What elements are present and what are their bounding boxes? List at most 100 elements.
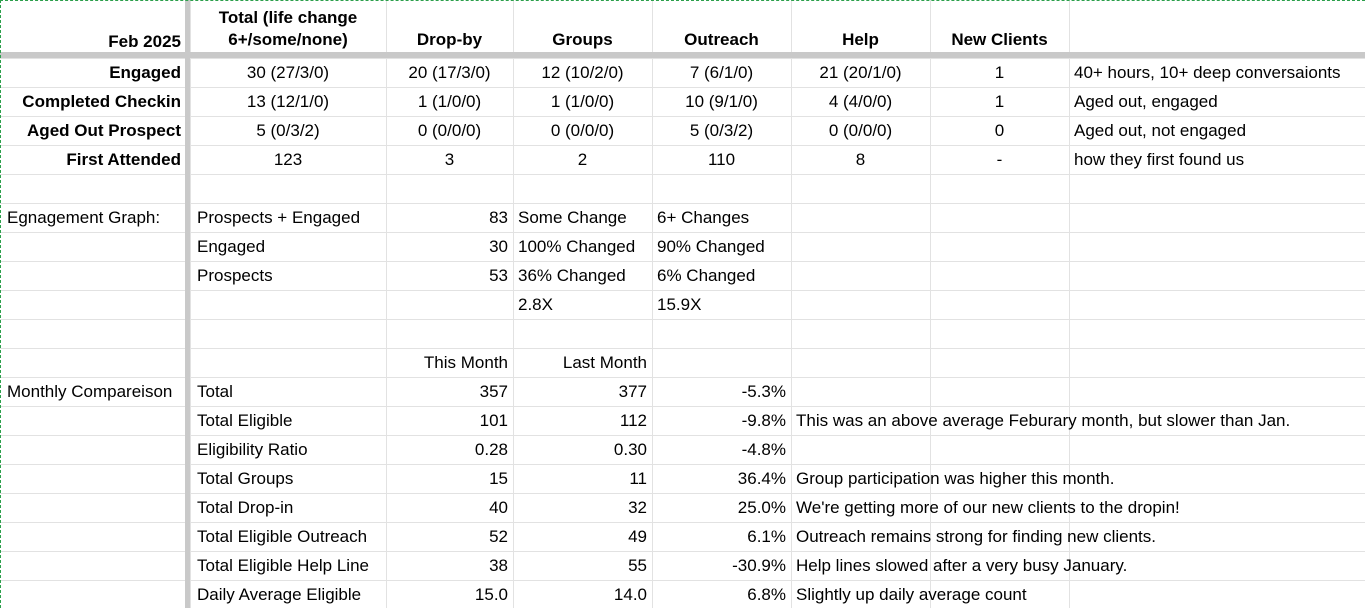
percent-change-cell[interactable]: -30.9% (732, 556, 786, 575)
comparison-note[interactable]: Slightly up daily average count (796, 585, 1027, 604)
comparison-label[interactable]: Daily Average Eligible (197, 585, 362, 604)
comparison-label[interactable]: Eligibility Ratio (197, 440, 308, 459)
outreach-cell[interactable]: 110 (707, 150, 736, 169)
dropby-cell[interactable]: 20 (17/3/0) (408, 63, 491, 82)
this-month-cell[interactable]: 0.28 (474, 440, 508, 459)
percent-change-cell[interactable]: -4.8% (741, 440, 786, 459)
row-label[interactable]: First Attended (66, 150, 181, 169)
new-clients-cell[interactable]: 1 (994, 92, 1005, 111)
header-groups[interactable]: Groups (552, 30, 613, 49)
help-cell[interactable]: 4 (4/0/0) (828, 92, 893, 111)
groups-cell[interactable]: 2 (577, 150, 588, 169)
help-cell[interactable]: 8 (855, 150, 866, 169)
engagement-value[interactable]: 30 (489, 237, 508, 256)
row-label[interactable]: Completed Checkin (22, 92, 181, 111)
last-month-cell[interactable]: 49 (628, 527, 647, 546)
frozen-row-divider[interactable] (0, 52, 1365, 58)
percent-change-cell[interactable]: 6.8% (747, 585, 786, 604)
groups-cell[interactable]: 12 (10/2/0) (541, 63, 624, 82)
header-dropby[interactable]: Drop-by (416, 30, 483, 49)
comparison-note[interactable]: Group participation was higher this mont… (796, 469, 1115, 488)
note-cell[interactable]: Aged out, not engaged (1074, 121, 1247, 140)
outreach-cell[interactable]: 10 (9/1/0) (685, 92, 758, 111)
percent-change-cell[interactable]: -5.3% (741, 382, 786, 401)
new-clients-cell[interactable]: 1 (994, 63, 1005, 82)
this-month-cell[interactable]: 52 (489, 527, 508, 546)
engagement-some-change[interactable]: 2.8X (518, 295, 553, 314)
comparison-label[interactable]: Total Drop-in (197, 498, 294, 517)
last-month-cell[interactable]: 32 (628, 498, 647, 517)
dropby-cell[interactable]: 1 (1/0/0) (417, 92, 482, 111)
engagement-value[interactable]: 83 (489, 208, 508, 227)
note-cell[interactable]: Aged out, engaged (1074, 92, 1218, 111)
column-gridline (791, 0, 792, 608)
note-cell[interactable]: how they first found us (1074, 150, 1245, 169)
dropby-cell[interactable]: 0 (0/0/0) (417, 121, 482, 140)
percent-change-cell[interactable]: 6.1% (747, 527, 786, 546)
frozen-column-divider[interactable] (185, 0, 190, 608)
comparison-note[interactable]: Outreach remains strong for finding new … (796, 527, 1157, 546)
groups-cell[interactable]: 1 (1/0/0) (550, 92, 615, 111)
this-month-cell[interactable]: 38 (489, 556, 508, 575)
last-month-cell[interactable]: 11 (629, 469, 647, 488)
engagement-value[interactable]: 53 (489, 266, 508, 285)
engagement-some-change[interactable]: 36% Changed (518, 266, 626, 285)
groups-cell[interactable]: 0 (0/0/0) (550, 121, 615, 140)
engagement-some-change[interactable]: 100% Changed (518, 237, 636, 256)
outreach-cell[interactable]: 7 (6/1/0) (689, 63, 754, 82)
comparison-section-label[interactable]: Monthly Compareison (7, 382, 173, 401)
header-new-clients[interactable]: New Clients (951, 30, 1048, 49)
last-month-cell[interactable]: 55 (628, 556, 647, 575)
last-month-cell[interactable]: 0.30 (613, 440, 647, 459)
engagement-label[interactable]: Engaged (197, 237, 266, 256)
header-help[interactable]: Help (842, 30, 879, 49)
engagement-six-changes[interactable]: 90% Changed (657, 237, 765, 256)
this-month-header[interactable]: This Month (423, 353, 508, 372)
help-cell[interactable]: 21 (20/1/0) (819, 63, 902, 82)
total-cell[interactable]: 123 (273, 150, 303, 169)
comparison-label[interactable]: Total Groups (197, 469, 294, 488)
engagement-six-changes[interactable]: 6+ Changes (657, 208, 750, 227)
this-month-cell[interactable]: 101 (479, 411, 508, 430)
last-month-header[interactable]: Last Month (562, 353, 647, 372)
comparison-note[interactable]: This was an above average Feburary month… (796, 411, 1291, 430)
engagement-some-change[interactable]: Some Change (518, 208, 627, 227)
engagement-label[interactable]: Prospects (197, 266, 273, 285)
row-label[interactable]: Aged Out Prospect (27, 121, 181, 140)
this-month-cell[interactable]: 40 (489, 498, 508, 517)
comparison-label[interactable]: Total Eligible Outreach (197, 527, 368, 546)
percent-change-cell[interactable]: -9.8% (741, 411, 786, 430)
comparison-label[interactable]: Total (197, 382, 233, 401)
this-month-cell[interactable]: 357 (479, 382, 508, 401)
percent-change-cell[interactable]: 36.4% (737, 469, 786, 488)
comparison-note[interactable]: We're getting more of our new clients to… (796, 498, 1180, 517)
header-outreach[interactable]: Outreach (684, 30, 759, 49)
header-total-line1[interactable]: Total (life change (218, 8, 358, 27)
last-month-cell[interactable]: 112 (619, 411, 647, 430)
row-label[interactable]: Engaged (109, 63, 181, 82)
this-month-cell[interactable]: 15 (489, 469, 508, 488)
new-clients-cell[interactable]: 0 (994, 121, 1005, 140)
this-month-cell[interactable]: 15.0 (474, 585, 508, 604)
engagement-six-changes[interactable]: 15.9X (657, 295, 702, 314)
total-cell[interactable]: 30 (27/3/0) (246, 63, 330, 82)
header-month[interactable]: Feb 2025 (108, 32, 181, 51)
total-cell[interactable]: 5 (0/3/2) (256, 121, 320, 140)
engagement-section-label[interactable]: Egnagement Graph: (7, 208, 161, 227)
dropby-cell[interactable]: 3 (444, 150, 455, 169)
header-total-line2[interactable]: 6+/some/none) (228, 30, 348, 49)
note-cell[interactable]: 40+ hours, 10+ deep conversaionts (1074, 63, 1341, 82)
help-cell[interactable]: 0 (0/0/0) (828, 121, 893, 140)
last-month-cell[interactable]: 377 (618, 382, 647, 401)
comparison-note[interactable]: Help lines slowed after a very busy Janu… (796, 556, 1128, 575)
comparison-label[interactable]: Total Eligible (197, 411, 293, 430)
percent-change-cell[interactable]: 25.0% (737, 498, 786, 517)
engagement-label[interactable]: Prospects + Engaged (197, 208, 361, 227)
outreach-cell[interactable]: 5 (0/3/2) (689, 121, 754, 140)
total-cell[interactable]: 13 (12/1/0) (246, 92, 330, 111)
comparison-label[interactable]: Total Eligible Help Line (197, 556, 369, 575)
last-month-cell[interactable]: 14.0 (613, 585, 647, 604)
new-clients-cell[interactable]: - (996, 150, 1003, 169)
engagement-six-changes[interactable]: 6% Changed (657, 266, 756, 285)
